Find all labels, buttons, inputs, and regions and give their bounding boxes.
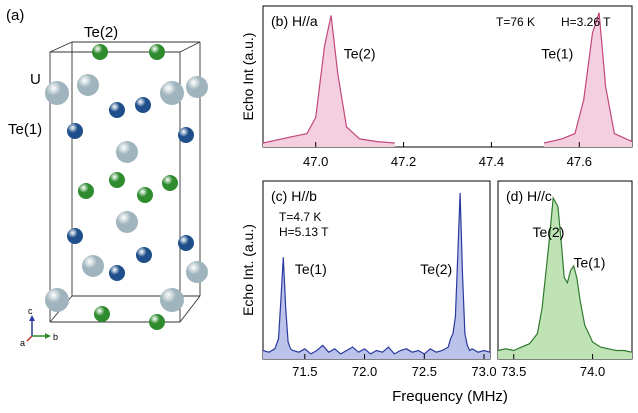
panel-title-c: (c) H//b [271, 188, 317, 204]
atom-te1 [67, 228, 83, 244]
atom-u [116, 211, 138, 233]
x-tick-label: 73.5 [501, 364, 526, 379]
spectrum-panel-b: 47.0 47.2 47.4 47.6 (b) H//a T=76 K H=3.26 T Te… [240, 5, 633, 169]
panel-title-d: (d) H//c [506, 188, 552, 204]
atom-u [45, 81, 69, 105]
series-fill-b-0 [263, 15, 395, 148]
atom-te2 [78, 183, 94, 199]
cell-edge [179, 41, 201, 53]
x-tick-label: 47.2 [391, 154, 416, 169]
atom-te2 [92, 44, 108, 60]
condition-text: H=5.13 T [279, 225, 329, 239]
cell-edge [179, 295, 201, 323]
a-axis-arrow [26, 335, 33, 342]
peak-label: Te(2) [532, 224, 564, 240]
atom-te1 [67, 123, 83, 139]
a-axis-label: a [20, 338, 25, 348]
label-te2: Te(2) [84, 24, 118, 41]
atom-u [82, 255, 104, 277]
atom-te2 [94, 306, 110, 322]
x-tick-label: 47.6 [567, 154, 592, 169]
y-axis-label-c: Echo Int. (a.u.) [240, 224, 256, 316]
atom-u [160, 288, 184, 312]
b-axis-label: b [53, 332, 58, 342]
panel-title-b: (b) H//a [271, 13, 318, 29]
peak-label: Te(1) [573, 254, 605, 270]
atom-u [45, 288, 69, 312]
series-fill-c-0 [263, 192, 490, 359]
atoms [45, 44, 208, 330]
peak-label: Te(2) [420, 261, 452, 277]
condition-text: H=3.26 T [561, 15, 611, 29]
x-tick-label: 72.5 [412, 364, 437, 379]
series-line-d-0 [497, 196, 633, 353]
crystal-structure: (a) Te(2) U Te(1) c b a [6, 7, 208, 348]
label-u: U [30, 71, 41, 88]
condition-text: T=4.7 K [279, 210, 321, 224]
c-axis-label: c [28, 306, 33, 316]
series-fill-d-0 [498, 198, 632, 359]
atom-u [186, 76, 208, 98]
atom-te2 [162, 175, 178, 191]
x-tick-label: 47.0 [303, 154, 328, 169]
spectrum-panel-d: 73.5 74.0 (d) H//c Te(2) Te(1) [497, 180, 633, 379]
condition-text: T=76 K [496, 15, 535, 29]
b-axis-arrowhead [45, 333, 51, 339]
label-te1: Te(1) [8, 121, 42, 138]
spectrum-panel-c: 71.5 72.0 72.5 73.0 (c) H//b T=4.7 KH=5.13 T T… [240, 180, 497, 379]
axis-triad: c b a [20, 306, 58, 348]
atom-te2 [137, 187, 153, 203]
atom-u [77, 74, 99, 96]
atom-u [160, 81, 184, 105]
panel-label-a: (a) [6, 7, 24, 24]
atom-te2 [149, 44, 165, 60]
c-axis-arrowhead [29, 315, 35, 321]
x-tick-label: 71.5 [292, 364, 317, 379]
series-line-b-1 [543, 12, 633, 144]
atom-te1 [136, 247, 152, 263]
peak-label: Te(1) [541, 45, 573, 61]
atom-te2 [109, 172, 125, 188]
x-axis-label: Frequency (MHz) [392, 388, 508, 405]
cell-edge [49, 41, 73, 53]
x-tick-label: 73.0 [471, 364, 496, 379]
series-fill-b-1 [544, 12, 632, 148]
atom-u [116, 141, 138, 163]
x-tick-label: 74.0 [580, 364, 605, 379]
peak-label: Te(1) [295, 261, 327, 277]
atom-te1 [109, 265, 125, 281]
x-tick-label: 72.0 [352, 364, 377, 379]
y-axis-label-b: Echo Int (a.u.) [240, 33, 256, 121]
peak-label: Te(2) [344, 45, 376, 61]
atom-te1 [109, 102, 125, 118]
atom-u [186, 261, 208, 283]
atom-te1 [178, 235, 194, 251]
series-line-b-0 [262, 15, 395, 144]
atom-te2 [149, 314, 165, 330]
plot-frame-b [262, 5, 633, 148]
atom-te1 [135, 97, 151, 113]
series-line-c-0 [262, 192, 491, 355]
atom-te1 [178, 127, 194, 143]
x-tick-label: 47.4 [479, 154, 504, 169]
